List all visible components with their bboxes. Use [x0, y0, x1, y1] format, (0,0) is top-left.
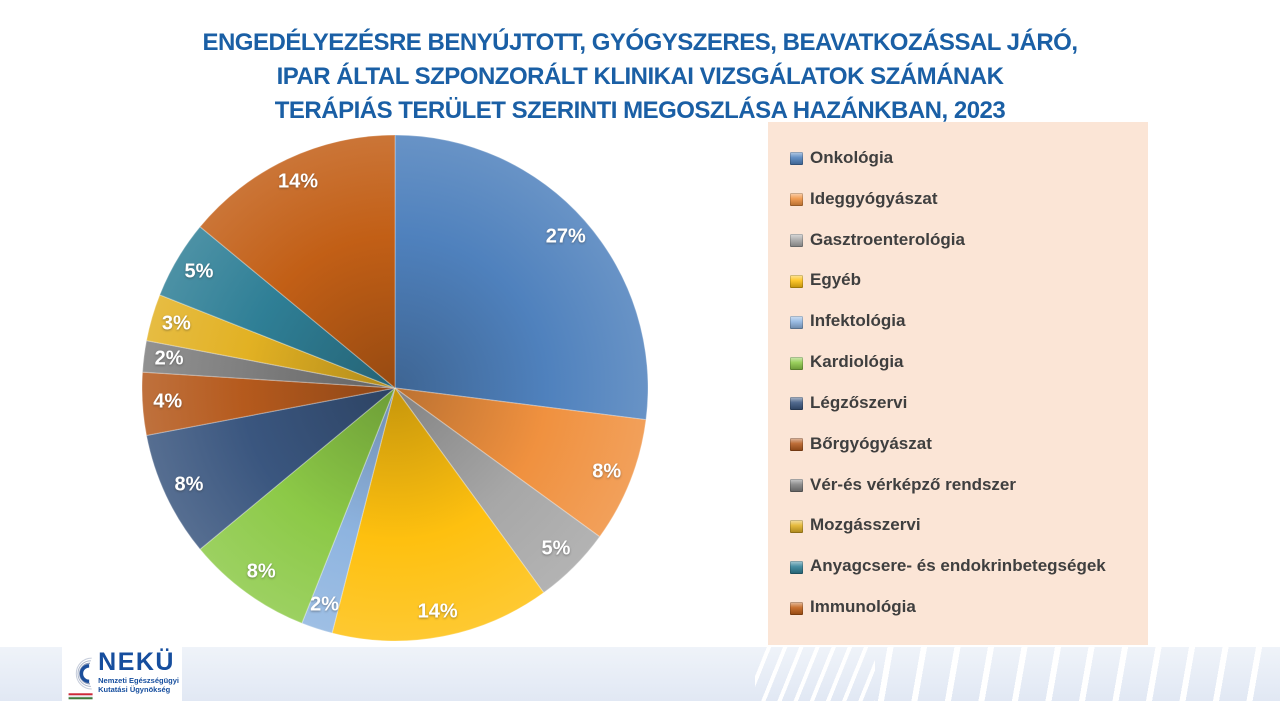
legend-item: Onkológia [790, 147, 1142, 169]
legend-swatch-icon [790, 193, 803, 207]
legend-label: Bőrgyógyászat [810, 433, 932, 453]
footer-stripes-decoration [755, 647, 1280, 701]
legend-swatch-icon [790, 438, 803, 452]
legend-swatch-icon [790, 479, 803, 493]
legend-item: Kardiológia [790, 352, 1142, 373]
legend-label: Vér-és vérképző rendszer [810, 474, 1016, 494]
legend-label: Légzőszervi [810, 392, 908, 412]
pie-slice-6 [145, 387, 396, 551]
legend-item: Ideggyógyászat [790, 188, 1142, 210]
legend-label: Gasztroenterológia [810, 229, 965, 249]
neku-logo-subtitle-1: Nemzeti Egészségügyi [98, 676, 179, 685]
pie-slice-label-10: 5% [184, 260, 214, 283]
footer-band [0, 647, 1280, 701]
pie-slice-label-5: 8% [246, 560, 276, 583]
legend-swatch-icon [790, 560, 803, 574]
legend-label: Anyagcsere- és endokrinbetegségek [810, 556, 1106, 576]
pie-slice-7 [142, 371, 396, 437]
pie-slice-10 [158, 225, 396, 389]
legend-label: Onkológia [810, 147, 894, 167]
pie-slice-label-3: 14% [417, 600, 458, 623]
neku-swirl-icon [68, 657, 93, 700]
legend-swatch-icon [790, 315, 803, 329]
pie-slice-8 [142, 339, 396, 389]
legend-label: Ideggyógyászat [810, 188, 938, 208]
legend-swatch-icon [790, 519, 803, 533]
legend-swatch-icon [790, 397, 803, 411]
legend-item: Gasztroenterológia [790, 229, 1142, 251]
legend-label: Kardiológia [810, 352, 904, 372]
slide-title: ENGEDÉLYEZÉSRE BENYÚJTOTT, GYÓGYSZERES, … [0, 26, 1280, 128]
legend-item: Bőrgyógyászat [790, 433, 1142, 455]
legend-item: Infektológia [790, 311, 1142, 332]
pie-slice-11 [199, 135, 396, 390]
legend: Onkológia Ideggyógyászat Gasztroenterológi… [768, 122, 1148, 645]
slide-title-line-2: IPAR ÁLTAL SZPONZORÁLT KLINIKAI VIZSGÁLA… [276, 63, 1004, 90]
pie-slice-label-4: 2% [310, 593, 340, 616]
slide-title-line-1: ENGEDÉLYEZÉSRE BENYÚJTOTT, GYÓGYSZERES, … [202, 29, 1078, 56]
legend-swatch-icon [790, 601, 803, 615]
pie-slice-3 [331, 386, 545, 641]
pie-slice-label-7: 4% [153, 390, 183, 413]
legend-item: Egyéb [790, 270, 1142, 291]
legend-label: Mozgásszervi [810, 515, 921, 535]
pie-slice-5 [199, 387, 396, 625]
pie-chart: 27% 8% 5% 14% 2% 8% 8% 4% 2% 3% 5% 14% [142, 135, 648, 641]
legend-swatch-icon [790, 234, 803, 248]
legend-item: Vér-és vérképző rendszer [790, 474, 1142, 496]
pie-slice-9 [145, 294, 396, 389]
legend-swatch-icon [790, 274, 803, 288]
pie-slice-0 [394, 135, 648, 421]
pie-slice-1 [394, 387, 647, 538]
pie-slice-label-2: 5% [541, 537, 571, 560]
legend-item: Légzőszervi [790, 392, 1142, 414]
legend-label: Infektológia [810, 311, 906, 331]
pie-slice-label-8: 2% [154, 347, 184, 370]
legend-label: Egyéb [810, 270, 862, 290]
pie-slice-4 [301, 387, 396, 634]
pie-svg [142, 135, 648, 641]
neku-logo-acronym: NEKÜ [98, 648, 175, 676]
neku-logo: NEKÜ Nemzeti Egészségügyi Kutatási Ügynö… [62, 645, 182, 708]
pie-slice-label-0: 27% [545, 225, 586, 248]
legend-item: Mozgásszervi [790, 515, 1142, 536]
legend-swatch-icon [790, 356, 803, 370]
pie-slice-label-11: 14% [278, 170, 319, 193]
pie-slice-label-6: 8% [174, 473, 204, 496]
pie-slice-2 [394, 387, 601, 594]
pie-slice-label-9: 3% [161, 312, 191, 335]
legend-swatch-icon [790, 152, 803, 166]
legend-label: Immunológia [810, 597, 916, 617]
legend-item: Immunológia [790, 597, 1142, 618]
neku-logo-subtitle-2: Kutatási Ügynökség [98, 685, 171, 694]
pie-slice-label-1: 8% [592, 460, 622, 483]
slide-title-line-3: TERÁPIÁS TERÜLET SZERINTI MEGOSZLÁSA HAZ… [274, 97, 1006, 124]
legend-item: Anyagcsere- és endokrinbetegségek [790, 556, 1142, 577]
